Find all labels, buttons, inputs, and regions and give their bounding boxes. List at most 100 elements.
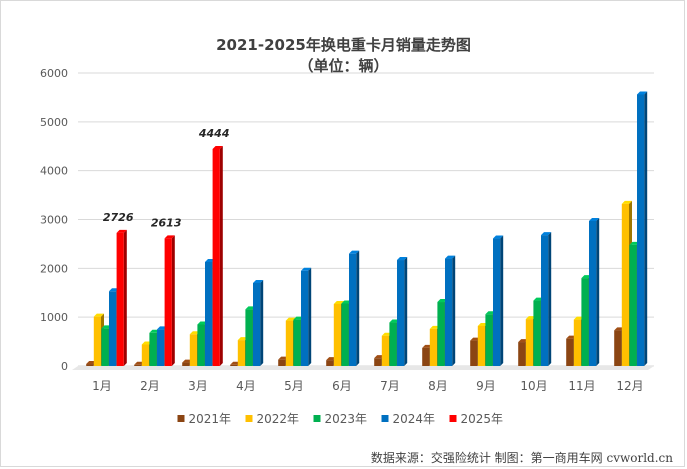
bar-side — [404, 257, 408, 366]
bar — [101, 328, 109, 366]
data-source-note: 数据来源：交强险统计 制图：第一商用车网 cvworld.cn — [370, 451, 673, 465]
x-tick-label: 11月 — [568, 379, 595, 393]
bar-side — [219, 145, 223, 366]
bar — [581, 278, 589, 366]
bar — [205, 261, 213, 366]
bar-side — [548, 232, 552, 366]
bar — [389, 322, 397, 366]
chart-title: 2021-2025年换电重卡月销量走势图 — [216, 36, 471, 54]
bar — [589, 220, 597, 366]
y-tick-label: 1000 — [40, 311, 68, 324]
bar — [116, 232, 124, 366]
bar — [134, 364, 142, 366]
bar-side — [452, 255, 456, 366]
data-label: 4444 — [198, 127, 230, 140]
bar — [637, 94, 645, 366]
bar — [93, 316, 101, 366]
bar — [493, 238, 501, 366]
bar — [237, 340, 245, 366]
bar — [253, 282, 261, 366]
bar — [525, 319, 533, 366]
bar — [164, 238, 172, 366]
bar — [518, 342, 526, 366]
x-tick-label: 12月 — [616, 379, 643, 393]
bar-top — [541, 232, 552, 236]
legend-swatch — [381, 415, 389, 422]
bar — [566, 338, 574, 366]
y-tick-label: 2000 — [40, 262, 68, 275]
bar — [573, 319, 581, 366]
bar — [445, 258, 453, 366]
legend-swatch — [177, 415, 185, 422]
x-tick-label: 4月 — [236, 379, 256, 393]
x-tick-label: 2月 — [140, 379, 160, 393]
bar-top — [397, 257, 408, 261]
bar-side — [356, 250, 360, 366]
bar — [621, 203, 629, 366]
bar — [278, 359, 286, 366]
bar — [301, 270, 309, 366]
bar — [230, 364, 238, 366]
data-label: 2726 — [103, 211, 134, 224]
bar-top — [212, 145, 223, 149]
y-tick-label: 6000 — [40, 67, 68, 80]
bar — [629, 244, 637, 366]
legend-swatch — [449, 415, 457, 422]
bar-side — [123, 229, 127, 366]
bar — [533, 300, 541, 366]
bar — [614, 330, 622, 366]
bar-top — [116, 229, 127, 233]
bar — [333, 303, 341, 366]
bar-top — [93, 313, 104, 317]
bar-top — [637, 91, 648, 95]
bar-top — [493, 235, 504, 239]
bar — [485, 314, 493, 366]
bar — [422, 347, 430, 366]
x-tick-label: 6月 — [332, 379, 352, 393]
bar-top — [301, 267, 312, 271]
bar — [285, 320, 293, 366]
legend-swatch — [313, 415, 321, 422]
legend-swatch — [245, 415, 253, 422]
bar — [429, 328, 437, 366]
legend-label: 2021年 — [189, 412, 232, 426]
x-tick-label: 5月 — [284, 379, 304, 393]
chart-floor — [72, 366, 654, 370]
bar — [397, 260, 405, 366]
y-tick-label: 5000 — [40, 116, 68, 129]
bar — [109, 291, 117, 366]
bar — [212, 148, 220, 366]
bar — [141, 344, 149, 366]
legend-label: 2022年 — [257, 412, 300, 426]
bar-top — [253, 279, 264, 283]
bar — [541, 235, 549, 366]
x-tick-label: 1月 — [92, 379, 112, 393]
bar — [149, 332, 157, 366]
bar — [182, 362, 190, 366]
bar — [470, 340, 478, 366]
bar-side — [596, 217, 600, 366]
bar-top — [589, 217, 600, 221]
bar — [326, 360, 334, 366]
bar — [245, 309, 253, 366]
bar-top — [164, 235, 175, 239]
y-tick-label: 4000 — [40, 165, 68, 178]
chart-subtitle: （单位：辆） — [298, 57, 389, 75]
x-tick-label: 8月 — [428, 379, 448, 393]
legend-label: 2025年 — [461, 412, 504, 426]
bar — [157, 329, 165, 366]
bar — [189, 334, 197, 366]
bar-side — [644, 91, 648, 366]
bar — [341, 303, 349, 366]
bar-top — [349, 250, 360, 254]
bar — [477, 325, 485, 366]
y-tick-label: 0 — [61, 360, 68, 373]
bar-top — [445, 255, 456, 259]
bar-side — [500, 235, 504, 366]
x-tick-label: 10月 — [520, 379, 547, 393]
data-label: 2613 — [151, 216, 182, 229]
bar-top — [621, 200, 632, 204]
bar-side — [260, 279, 264, 366]
